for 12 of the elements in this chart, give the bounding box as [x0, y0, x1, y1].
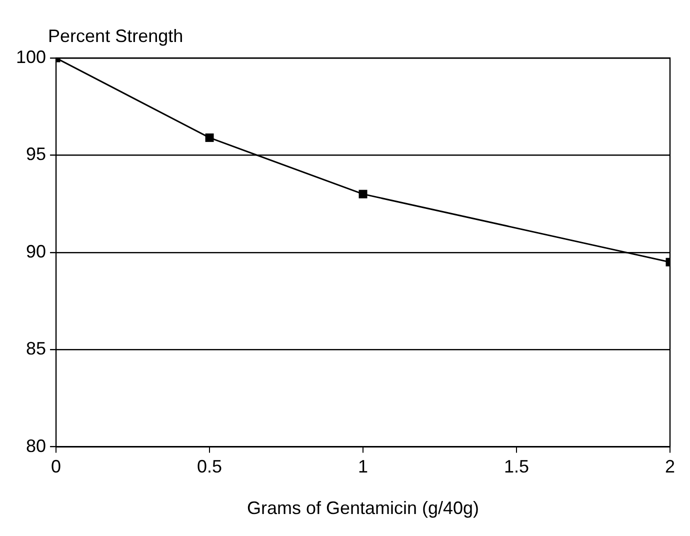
- x-tick-label: 0.5: [197, 456, 222, 477]
- x-tick-label: 2: [664, 456, 676, 477]
- y-tick-label: 85: [26, 338, 46, 359]
- x-axis-title: Grams of Gentamicin (g/40g): [246, 498, 480, 518]
- y-tick-label: 95: [26, 144, 46, 164]
- y-axis-title: Percent Strength: [48, 26, 184, 46]
- y-tick-label: 90: [26, 241, 46, 262]
- y-tick-label: 80: [26, 436, 46, 456]
- x-tick-label: 1.5: [504, 456, 530, 477]
- x-tick-label: 0: [51, 456, 62, 477]
- x-tick-label: 1: [358, 456, 368, 477]
- y-tick-label: 100: [16, 46, 46, 67]
